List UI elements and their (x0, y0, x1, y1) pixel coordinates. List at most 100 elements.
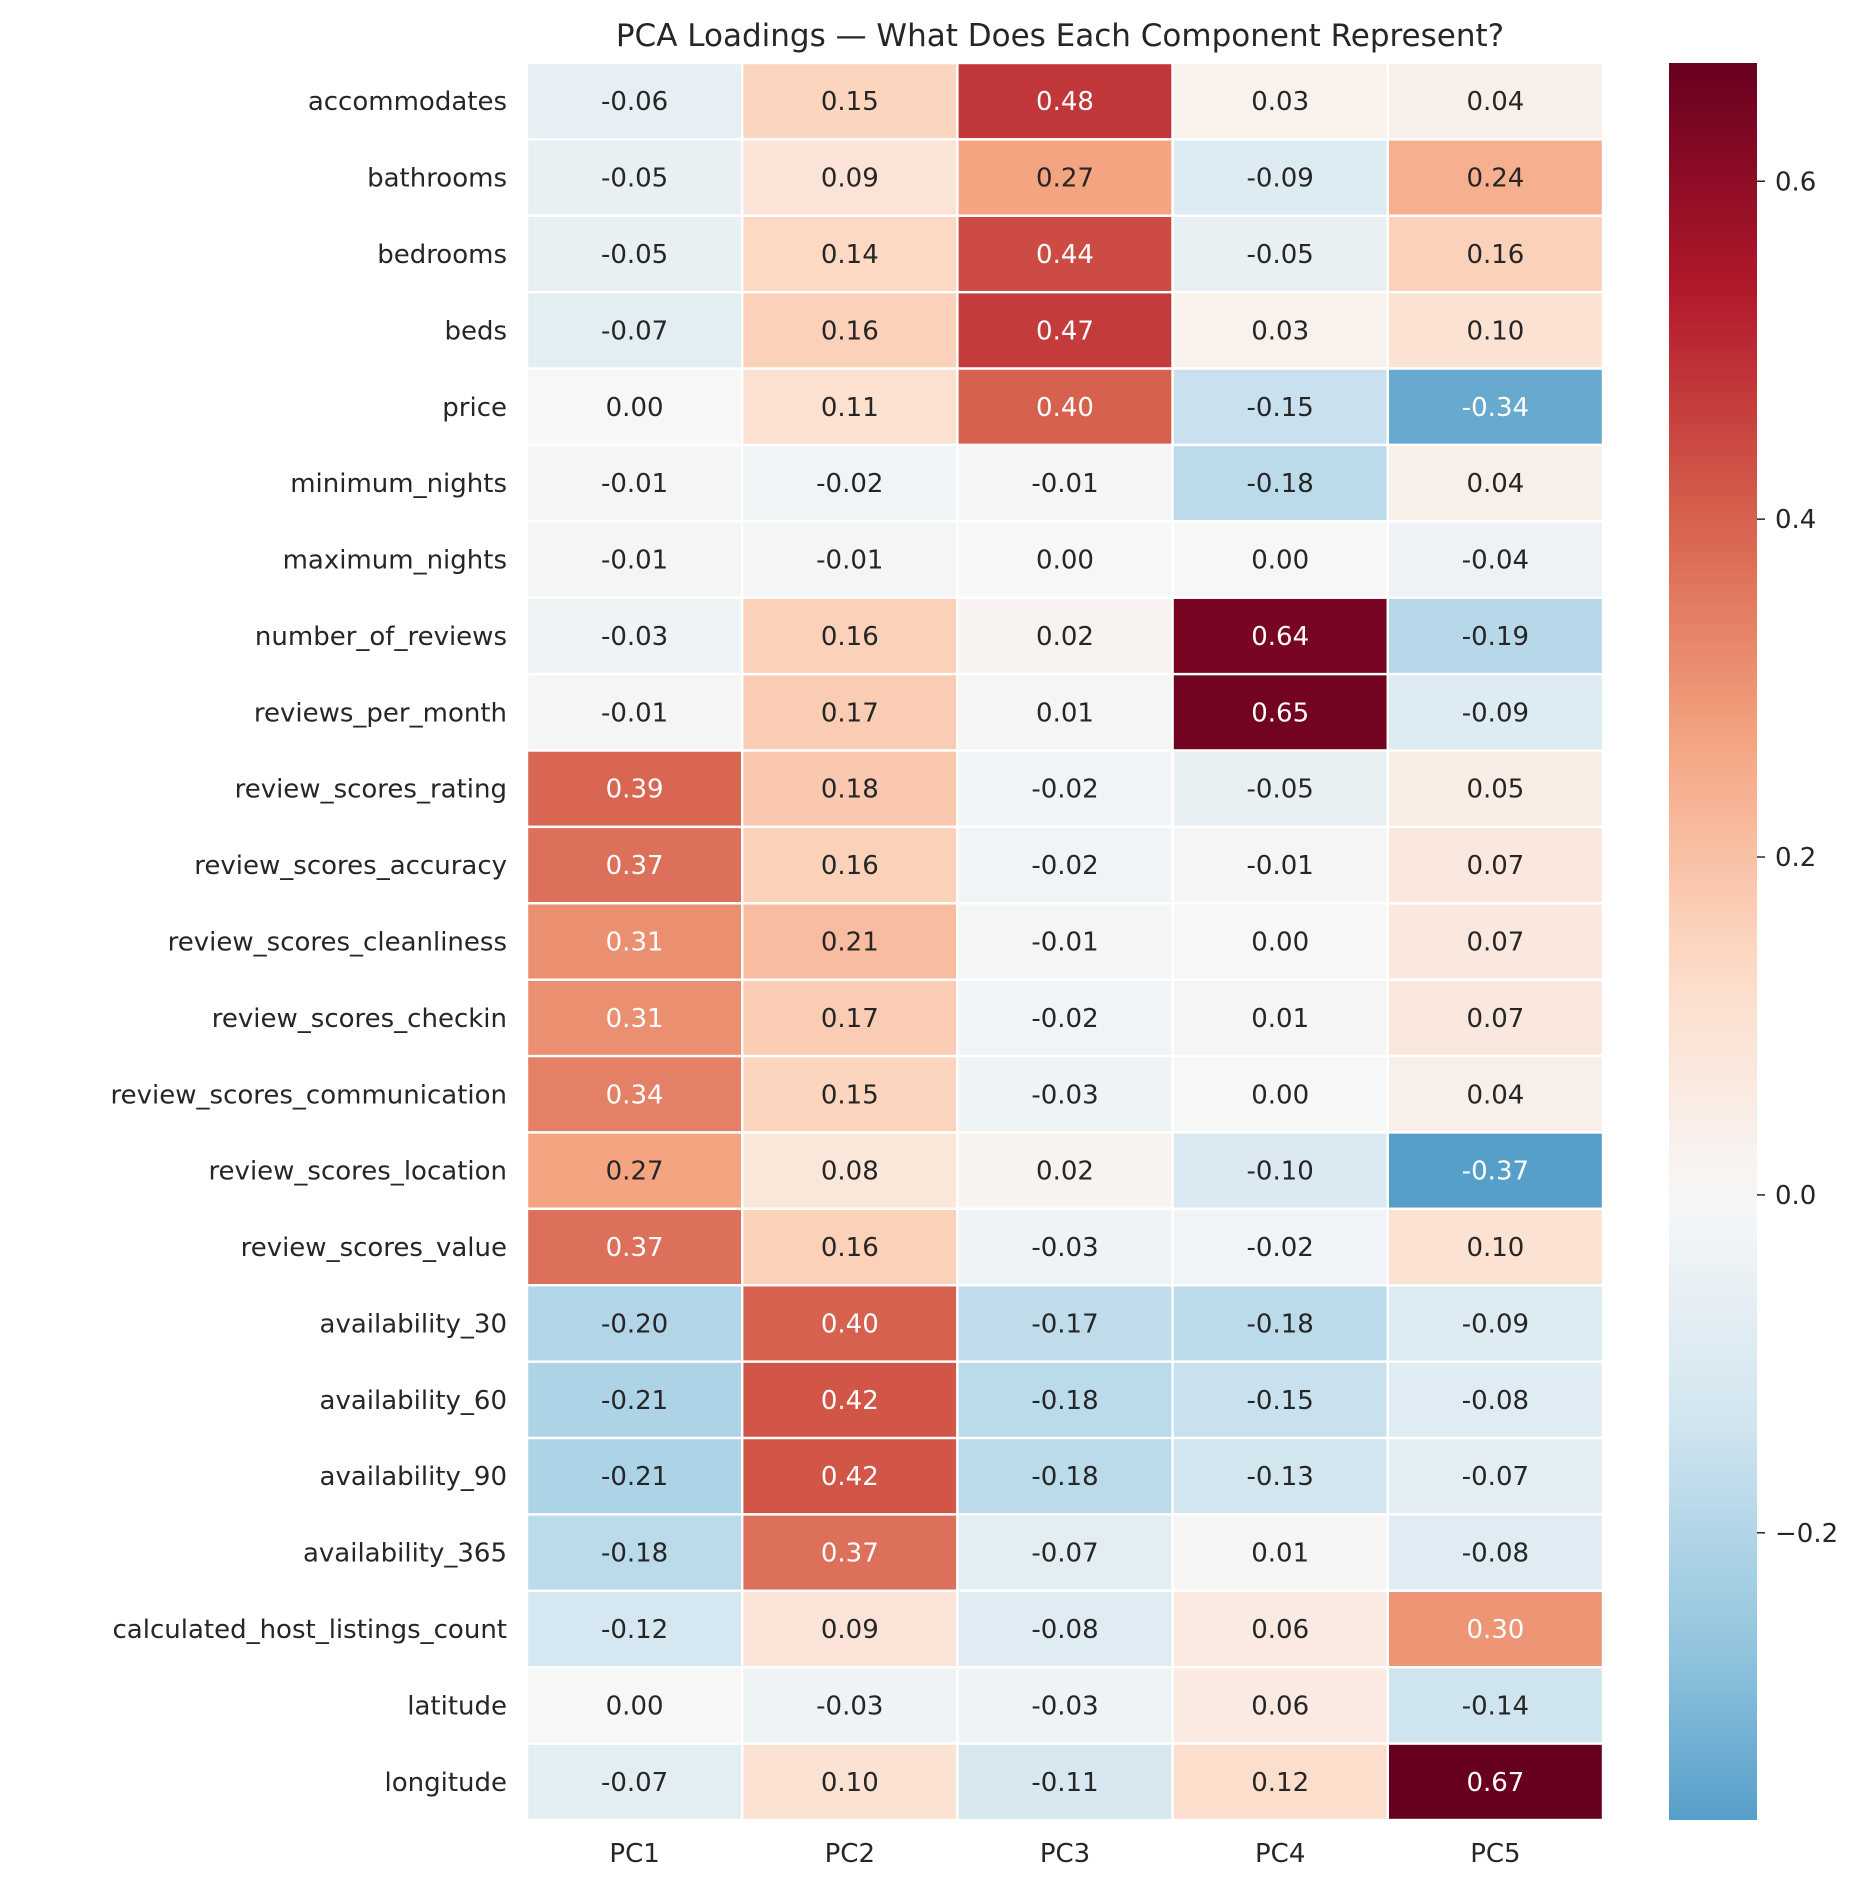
heatmap-cell (1171, 825, 1389, 905)
cell-annotation: 0.21 (821, 928, 879, 958)
heatmap-cell (956, 1360, 1174, 1440)
cell-annotation: -0.18 (1247, 469, 1314, 499)
cell-annotation: -0.11 (1031, 1768, 1098, 1798)
cell-annotation: 0.12 (1251, 1768, 1309, 1798)
cell-annotation: -0.21 (601, 1462, 668, 1492)
colorbar-tick-label: 0.4 (1775, 505, 1816, 535)
cell-annotation: -0.09 (1462, 698, 1529, 728)
cell-annotation: -0.37 (1462, 1157, 1529, 1187)
cell-annotation: -0.10 (1247, 1157, 1314, 1187)
heatmap-cell (1386, 443, 1605, 523)
heatmap-cell (741, 749, 959, 829)
row-label: availability_30 (320, 1309, 507, 1339)
cell-annotation: -0.07 (601, 1768, 668, 1798)
cell-annotation: -0.01 (1031, 469, 1098, 499)
heatmap-cell (741, 290, 959, 370)
heatmap-cell (525, 1054, 744, 1134)
colorbar-tick-label: 0.6 (1775, 167, 1816, 197)
column-labels: PC1 PC2 PC3 PC4 PC5 (609, 1839, 1520, 1869)
cell-annotation: -0.20 (601, 1309, 668, 1339)
heatmap-cell (741, 443, 959, 523)
cell-annotation: -0.18 (1031, 1462, 1098, 1492)
cell-annotation: -0.02 (1031, 1004, 1098, 1034)
cell-annotation: 0.00 (1251, 928, 1309, 958)
cell-annotation: 0.16 (1466, 240, 1524, 270)
heatmap-cell (1386, 138, 1605, 217)
heatmap-cell (1386, 596, 1605, 676)
heatmap-cell (741, 1131, 959, 1211)
cell-annotation: 0.15 (821, 87, 879, 117)
heatmap-cell (741, 214, 959, 294)
cell-annotation: -0.01 (1247, 851, 1314, 881)
cell-annotation: -0.03 (601, 622, 668, 652)
heatmap-cells: -0.06 0.15 0.48 0.03 0.04 -0.05 0.09 0.27 -0.09 0… (525, 61, 1605, 1822)
cell-annotation: 0.42 (821, 1462, 879, 1492)
cell-annotation: -0.08 (1031, 1615, 1098, 1645)
cell-annotation: -0.17 (1031, 1309, 1098, 1339)
cell-annotation: 0.24 (1466, 164, 1524, 194)
cell-annotation: 0.30 (1466, 1615, 1524, 1645)
row-label: review_scores_cleanliness (168, 928, 507, 958)
cell-annotation: -0.03 (1031, 1233, 1098, 1263)
cell-annotation: -0.01 (601, 698, 668, 728)
cell-annotation: -0.02 (1031, 851, 1098, 881)
heatmap-cell (956, 290, 1174, 370)
cell-annotation: 0.00 (1251, 1080, 1309, 1110)
cell-annotation: -0.14 (1462, 1691, 1529, 1721)
heatmap-cell (1386, 1054, 1605, 1134)
cell-annotation: 0.04 (1466, 87, 1524, 117)
heatmap-cell (1171, 749, 1389, 829)
cell-annotation: 0.10 (821, 1768, 879, 1798)
heatmap-cell (525, 290, 744, 370)
cell-annotation: 0.03 (1251, 316, 1309, 346)
heatmap-cell (741, 1360, 959, 1440)
cell-annotation: -0.09 (1462, 1309, 1529, 1339)
cell-annotation: -0.07 (601, 316, 668, 346)
heatmap-cell (1386, 1742, 1605, 1822)
cell-annotation: 0.00 (1251, 546, 1309, 576)
cell-annotation: 0.00 (606, 1691, 664, 1721)
heatmap-cell (741, 61, 959, 141)
cell-annotation: -0.01 (1031, 928, 1098, 958)
cell-annotation: 0.34 (606, 1080, 664, 1110)
cell-annotation: 0.42 (821, 1386, 879, 1416)
row-label: reviews_per_month (254, 698, 507, 728)
heatmap-cell (1386, 1131, 1605, 1211)
cell-annotation: 0.16 (821, 316, 879, 346)
heatmap-cell (1171, 290, 1389, 370)
cell-annotation: 0.01 (1036, 698, 1094, 728)
heatmap-cell (741, 1284, 959, 1363)
cell-annotation: -0.13 (1247, 1462, 1314, 1492)
cell-annotation: 0.37 (821, 1539, 879, 1569)
cell-annotation: -0.05 (1247, 240, 1314, 270)
cell-annotation: -0.18 (601, 1539, 668, 1569)
cell-annotation: -0.04 (1462, 546, 1529, 576)
heatmap-cell (525, 749, 744, 829)
heatmap-cell (1171, 1054, 1389, 1134)
column-label: PC1 (609, 1839, 659, 1869)
colorbar-gradient (1669, 63, 1757, 1820)
heatmap-cell (956, 1589, 1174, 1669)
cell-annotation: 0.01 (1251, 1539, 1309, 1569)
colorbar-tick-label: 0.0 (1775, 1181, 1816, 1211)
heatmap-cell (956, 749, 1174, 829)
row-label: review_scores_location (208, 1157, 507, 1187)
row-label: accommodates (308, 87, 507, 117)
heatmap-cell (525, 1742, 744, 1822)
heatmap-cell (1171, 1207, 1389, 1287)
cell-annotation: 0.10 (1466, 316, 1524, 346)
row-label: availability_365 (303, 1539, 507, 1569)
colorbar-tick-label: 0.2 (1775, 843, 1816, 873)
heatmap-cell (956, 1054, 1174, 1134)
heatmap-cell (1171, 978, 1389, 1058)
cell-annotation: 0.48 (1036, 87, 1094, 117)
heatmap-cell (1386, 1513, 1605, 1593)
cell-annotation: 0.00 (606, 393, 664, 423)
cell-annotation: 0.03 (1251, 87, 1309, 117)
cell-annotation: 0.37 (606, 1233, 664, 1263)
heatmap-cell (956, 367, 1174, 447)
heatmap-cell (525, 138, 744, 217)
cell-annotation: 0.16 (821, 851, 879, 881)
heatmap-cell (525, 1436, 744, 1516)
cell-annotation: 0.17 (821, 1004, 879, 1034)
